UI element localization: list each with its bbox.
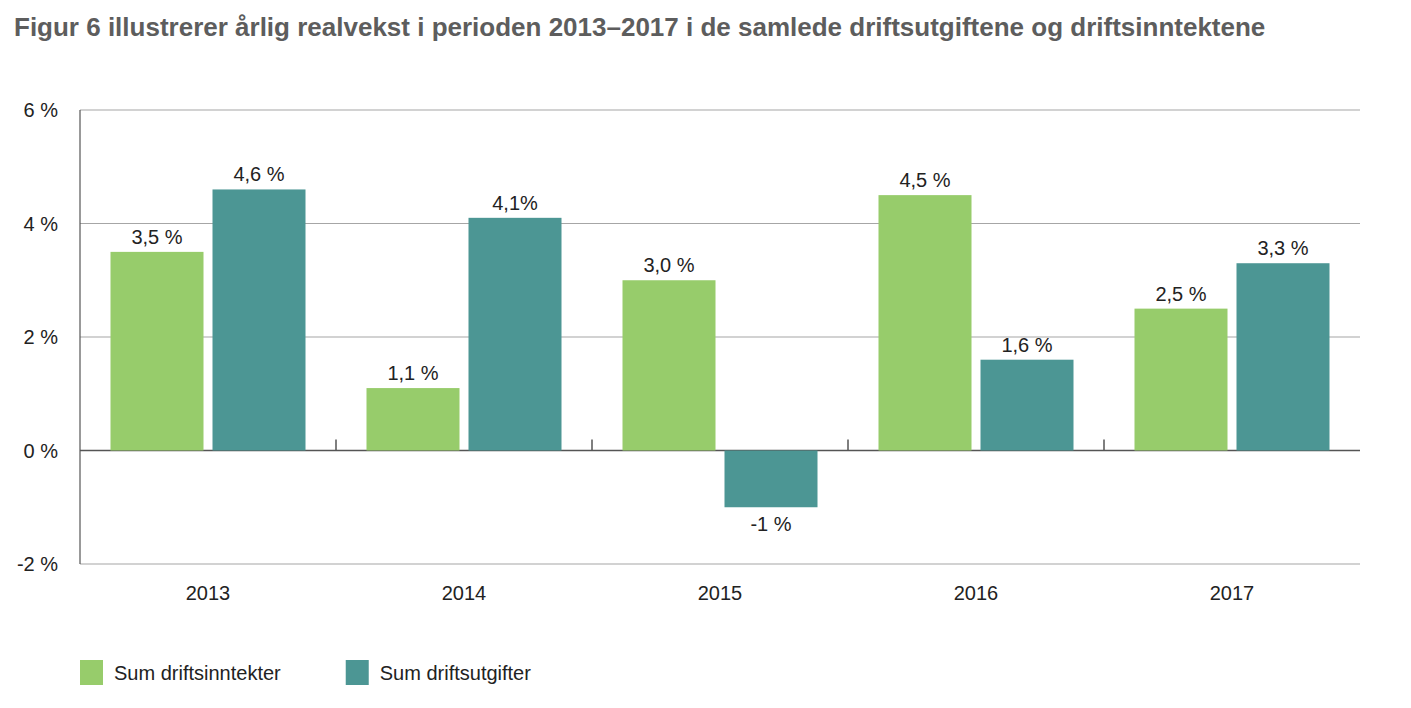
grid-line bbox=[80, 563, 1360, 564]
x-tick-label: 2016 bbox=[954, 582, 999, 604]
legend-label: Sum driftsutgifter bbox=[380, 662, 532, 684]
bar bbox=[1135, 309, 1228, 451]
data-label: 4,1% bbox=[492, 192, 538, 214]
data-label: -1 % bbox=[750, 513, 791, 535]
x-tick-label: 2014 bbox=[442, 582, 487, 604]
y-tick-label: 4 % bbox=[24, 213, 59, 235]
bar bbox=[1237, 263, 1330, 450]
bar bbox=[213, 189, 306, 450]
x-tick-label: 2015 bbox=[698, 582, 743, 604]
bar bbox=[367, 388, 460, 450]
x-tick-mark bbox=[1103, 440, 1105, 451]
x-tick-label: 2017 bbox=[1210, 582, 1255, 604]
data-label: 3,3 % bbox=[1257, 237, 1308, 259]
bar bbox=[469, 218, 562, 451]
y-tick-label: 2 % bbox=[24, 326, 59, 348]
data-label: 4,5 % bbox=[899, 169, 950, 191]
bars bbox=[111, 189, 1330, 507]
y-tick-label: -2 % bbox=[17, 553, 58, 575]
legend-label: Sum driftsinntekter bbox=[114, 662, 281, 684]
grid-line bbox=[80, 109, 1360, 110]
data-label: 3,0 % bbox=[643, 254, 694, 276]
bar bbox=[111, 252, 204, 451]
x-tick-mark bbox=[847, 440, 849, 451]
chart-title: Figur 6 illustrerer årlig realvekst i pe… bbox=[14, 8, 1314, 46]
y-tick-label: 0 % bbox=[24, 440, 59, 462]
x-tick-label: 2013 bbox=[186, 582, 231, 604]
legend-swatch bbox=[346, 660, 369, 685]
legend-swatch bbox=[80, 660, 103, 685]
data-label: 1,6 % bbox=[1001, 334, 1052, 356]
data-label: 3,5 % bbox=[131, 226, 182, 248]
data-label: 4,6 % bbox=[233, 163, 284, 185]
bar bbox=[725, 451, 818, 508]
legend: Sum driftsinntekter Sum driftsutgifter bbox=[80, 660, 531, 685]
data-label: 1,1 % bbox=[387, 362, 438, 384]
x-tick-mark bbox=[335, 440, 337, 451]
chart-canvas: -2 % 0 % 2 % 4 % 6 % 2013 2014 2015 2016 2017 3,5 … bbox=[0, 0, 1411, 708]
data-labels: 3,5 % 1,1 % 3,0 % 4,5 % 2,5 % 4,6 % 4,1% -1 % 1,… bbox=[131, 163, 1308, 535]
y-axis-line bbox=[79, 110, 80, 564]
bar bbox=[623, 280, 716, 450]
bar bbox=[981, 360, 1074, 451]
y-tick-label: 6 % bbox=[24, 99, 59, 121]
bar bbox=[879, 195, 972, 450]
x-tick-mark bbox=[591, 440, 593, 451]
data-label: 2,5 % bbox=[1155, 283, 1206, 305]
